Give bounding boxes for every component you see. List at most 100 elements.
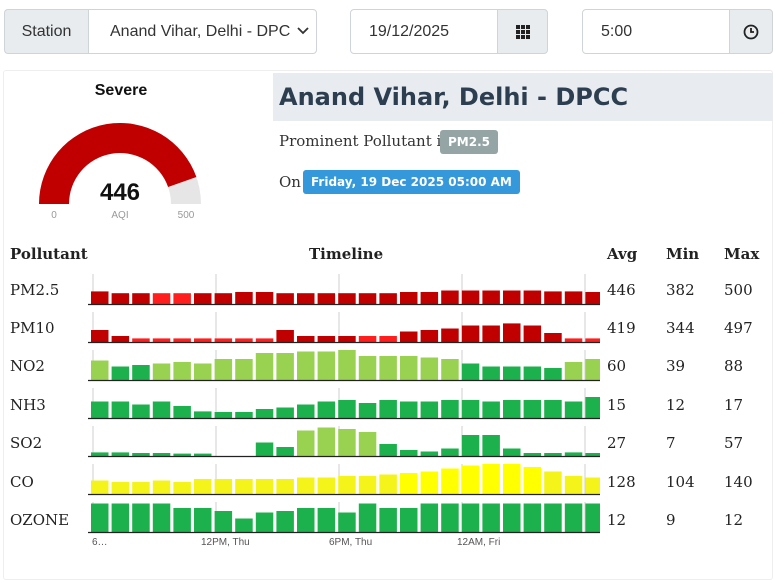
timeline-bar bbox=[564, 401, 583, 418]
time-input[interactable]: 5:00 bbox=[582, 9, 730, 54]
gauge-aqi-label: AQI bbox=[111, 210, 128, 221]
row-label: PM2.5 bbox=[10, 281, 60, 299]
timeline-bar bbox=[297, 430, 315, 456]
timeline-bar bbox=[214, 412, 233, 418]
timeline-bar bbox=[420, 401, 439, 418]
timeline-bar bbox=[173, 406, 191, 418]
timeline-bar bbox=[317, 401, 336, 418]
timeline-bar bbox=[503, 366, 521, 380]
timeline-bar bbox=[276, 407, 294, 418]
timeline-bar bbox=[544, 368, 562, 380]
row-min: 382 bbox=[666, 281, 695, 299]
row-avg: 27 bbox=[607, 434, 627, 452]
timeline-bar bbox=[358, 356, 377, 380]
timeline-bar bbox=[400, 292, 418, 304]
timeline-bar bbox=[503, 448, 521, 456]
timeline-bar bbox=[132, 338, 150, 342]
timeline-bar bbox=[523, 453, 542, 456]
timeline-bar bbox=[379, 400, 397, 418]
timeline-bar bbox=[214, 359, 233, 380]
timeline-bar bbox=[585, 338, 600, 342]
timeline-bar bbox=[420, 292, 439, 304]
timeline-bar bbox=[152, 503, 171, 532]
timeline-bar bbox=[482, 325, 500, 342]
timeline-bar bbox=[585, 292, 600, 304]
timeline-bar bbox=[132, 503, 150, 532]
timeline-bar bbox=[255, 292, 274, 304]
timeline-bar bbox=[379, 293, 397, 304]
header-max: Max bbox=[724, 245, 760, 263]
timeline-bar bbox=[482, 290, 500, 304]
timeline-bar bbox=[317, 293, 336, 304]
row-avg: 60 bbox=[607, 357, 627, 375]
x-axis-label: 12PM, Thu bbox=[201, 537, 250, 548]
date-input[interactable]: 19/12/2025 bbox=[350, 9, 498, 54]
timeline-bar bbox=[152, 293, 171, 304]
timeline-bar bbox=[338, 476, 356, 494]
timeline-bar bbox=[173, 508, 191, 532]
timeline-bar bbox=[564, 291, 583, 304]
calendar-grid-icon bbox=[515, 24, 530, 39]
timeline-bar bbox=[235, 359, 253, 380]
timeline-bar bbox=[544, 400, 562, 418]
timeline-bar bbox=[503, 290, 521, 304]
timeline-bar bbox=[482, 464, 500, 494]
row-max: 497 bbox=[724, 319, 753, 337]
row-avg: 419 bbox=[607, 319, 636, 337]
timeline-bar bbox=[420, 451, 439, 456]
timeline-bar bbox=[523, 325, 542, 342]
timeline-bar bbox=[111, 482, 130, 494]
timeline-bar bbox=[152, 453, 171, 456]
timeline-bar bbox=[503, 400, 521, 418]
timeline-bar bbox=[441, 503, 459, 532]
row-avg: 128 bbox=[607, 473, 636, 491]
timeline-bar bbox=[564, 452, 583, 456]
timeline-bar bbox=[358, 336, 377, 342]
timeline-bar bbox=[544, 333, 562, 342]
timeline-bar bbox=[338, 293, 356, 304]
timeline-bar bbox=[358, 293, 377, 304]
timeline-bar bbox=[482, 435, 500, 456]
row-max: 500 bbox=[724, 281, 753, 299]
station-select-value: Anand Vihar, Delhi - DPC bbox=[110, 22, 291, 40]
timeline-bar bbox=[317, 336, 336, 342]
timeline-bar bbox=[503, 503, 521, 532]
row-label: SO2 bbox=[10, 434, 43, 452]
timeline-bar bbox=[420, 503, 439, 532]
timeline-bar bbox=[564, 476, 583, 494]
timeline-bar bbox=[338, 429, 356, 456]
timeline-bar bbox=[400, 331, 418, 342]
header-min: Min bbox=[666, 245, 700, 263]
timeline-bar bbox=[379, 356, 397, 380]
timeline-bar bbox=[523, 366, 542, 380]
timeline-bar bbox=[132, 453, 150, 456]
timeline-bar bbox=[173, 293, 191, 304]
time-picker-button[interactable] bbox=[729, 9, 773, 54]
timeline-bar bbox=[461, 400, 480, 418]
timeline-bar bbox=[235, 479, 253, 494]
timeline-bar bbox=[564, 503, 583, 532]
timeline-bar bbox=[441, 468, 459, 494]
calendar-button[interactable] bbox=[497, 9, 548, 54]
station-select[interactable]: Anand Vihar, Delhi - DPC bbox=[88, 9, 317, 54]
timeline-bar bbox=[276, 330, 294, 342]
timeline-bar bbox=[255, 442, 274, 456]
timeline-bar bbox=[400, 356, 418, 380]
timeline-bar bbox=[194, 479, 212, 494]
row-min: 7 bbox=[666, 434, 676, 452]
timeline-bar bbox=[400, 450, 418, 456]
timeline-bar bbox=[214, 511, 233, 532]
timeline-bar bbox=[111, 366, 130, 380]
timeline-bar bbox=[173, 362, 191, 380]
gauge-value: 446 bbox=[100, 179, 140, 206]
timeline-bar bbox=[482, 401, 500, 418]
timeline-bar bbox=[152, 338, 171, 342]
datetime-badge: Friday, 19 Dec 2025 05:00 AM bbox=[303, 170, 520, 194]
timeline-bar bbox=[358, 503, 377, 532]
prominent-pollutant-badge: PM2.5 bbox=[440, 130, 498, 154]
timeline-bar bbox=[111, 452, 130, 456]
timeline-bar bbox=[523, 467, 542, 494]
timeline-bar bbox=[379, 508, 397, 532]
timeline-bar bbox=[91, 480, 109, 494]
timeline-bar bbox=[194, 453, 212, 456]
